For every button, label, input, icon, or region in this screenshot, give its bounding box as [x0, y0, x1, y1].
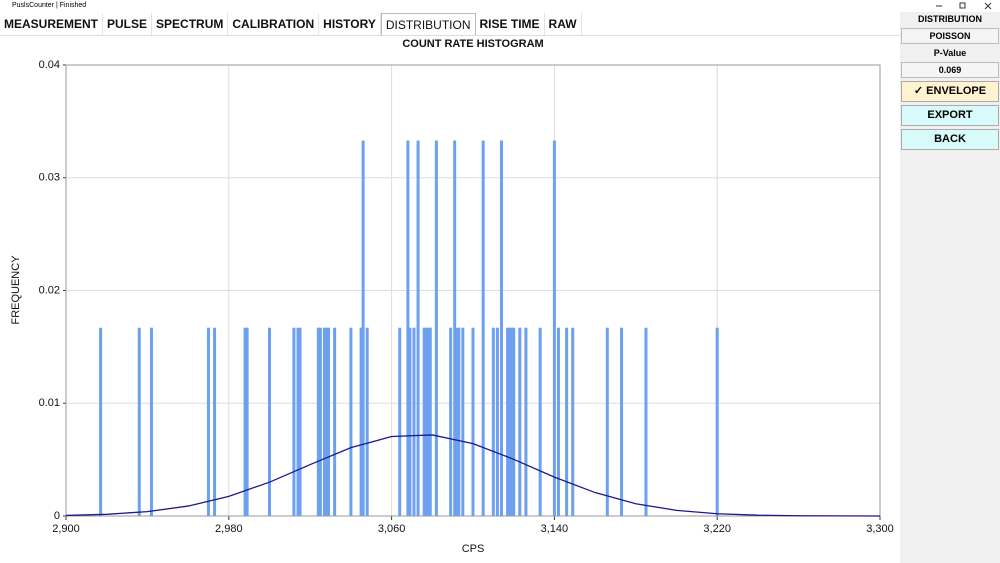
tab[interactable]: RAW: [545, 13, 582, 35]
bar: [324, 327, 328, 516]
bar: [455, 327, 459, 516]
title-bar: PuslsCounter | Finished: [0, 0, 1000, 12]
bar: [412, 327, 416, 516]
bar: [206, 327, 210, 516]
envelope-line: [65, 434, 881, 517]
bar: [137, 327, 141, 516]
x-tick-label: 3,220: [703, 523, 731, 535]
bar: [506, 327, 510, 516]
bar: [213, 327, 217, 516]
bar: [524, 327, 528, 516]
bar: [620, 327, 624, 516]
y-tick-label: 0.04: [39, 59, 60, 71]
tab-bar: MEASUREMENT PULSE SPECTRUM CALIBRATION H…: [0, 13, 900, 36]
x-tick-label: 2,980: [215, 523, 243, 535]
tab[interactable]: SPECTRUM: [152, 13, 229, 35]
envelope-button[interactable]: ✓ ENVELOPE: [901, 81, 999, 102]
bar: [416, 140, 420, 517]
bar: [538, 327, 542, 516]
bar: [565, 327, 569, 516]
bar: [268, 327, 271, 516]
bar: [292, 327, 296, 516]
bar: [298, 327, 302, 516]
export-button[interactable]: EXPORT: [901, 105, 999, 126]
bar: [556, 327, 560, 516]
bar: [426, 327, 430, 516]
bar: [365, 327, 369, 516]
chart-title: COUNT RATE HISTOGRAM: [402, 38, 543, 50]
value-box: POISSON: [901, 28, 999, 44]
bar: [552, 140, 556, 517]
bar: [349, 327, 353, 516]
bar: [245, 327, 249, 516]
bar: [605, 327, 609, 516]
bar: [571, 327, 575, 516]
bar: [428, 327, 432, 516]
side-panel: DISTRIBUTION POISSON P-Value 0.069 ✓ ENV…: [900, 12, 1000, 563]
bar: [318, 327, 322, 516]
bar: [461, 327, 465, 516]
tab[interactable]: RISE TIME: [476, 13, 545, 35]
x-tick-label: 3,060: [378, 523, 406, 535]
bar: [518, 327, 522, 516]
y-tick-label: 0.01: [39, 397, 60, 409]
chart: COUNT RATE HISTOGRAM CPS FREQUENCY 0 0.01…: [10, 38, 894, 555]
bar: [434, 140, 438, 517]
back-button[interactable]: BACK: [901, 129, 999, 150]
bar: [457, 327, 461, 516]
y-tick-label: 0: [54, 510, 60, 522]
bar: [510, 327, 514, 516]
bar: [449, 327, 453, 516]
bar: [508, 327, 512, 516]
bar: [359, 327, 363, 516]
bar: [481, 140, 485, 517]
bar: [406, 140, 410, 517]
bar: [499, 140, 503, 517]
y-axis-label: FREQUENCY: [10, 255, 22, 325]
y-tick-label: 0.03: [39, 172, 60, 184]
bar: [361, 140, 365, 517]
bar: [243, 327, 247, 516]
y-tick-label: 0.02: [39, 284, 60, 296]
bar: [398, 327, 402, 516]
bar: [453, 140, 457, 517]
x-axis-label: CPS: [462, 543, 485, 555]
window-title: PuslsCounter | Finished: [12, 2, 87, 9]
tab[interactable]: HISTORY: [319, 13, 381, 35]
bar: [99, 327, 103, 516]
tab[interactable]: PULSE: [103, 13, 153, 35]
bar: [715, 327, 719, 516]
label: DISTRIBUTION: [918, 14, 982, 24]
bar: [296, 327, 300, 516]
bar: [149, 327, 153, 516]
tab[interactable]: DISTRIBUTION: [380, 13, 476, 35]
x-tick-label: 3,300: [866, 523, 894, 535]
x-tick-label: 2,900: [52, 523, 80, 535]
bar: [644, 327, 648, 516]
bar: [322, 327, 326, 516]
bar: [495, 327, 499, 516]
tab[interactable]: CALIBRATION: [228, 13, 320, 35]
tab[interactable]: MEASUREMENT: [0, 13, 104, 35]
bar: [422, 327, 426, 516]
bar: [424, 327, 428, 516]
bar: [333, 327, 337, 516]
bar: [512, 327, 516, 516]
bar: [327, 327, 331, 516]
window-controls: [936, 2, 992, 10]
bar: [316, 327, 320, 516]
value-box: 0.069: [901, 62, 999, 78]
bar: [491, 327, 495, 516]
bar: [471, 327, 475, 516]
x-tick-label: 3,140: [541, 523, 569, 535]
bar: [408, 327, 412, 516]
label: P-Value: [933, 48, 967, 58]
